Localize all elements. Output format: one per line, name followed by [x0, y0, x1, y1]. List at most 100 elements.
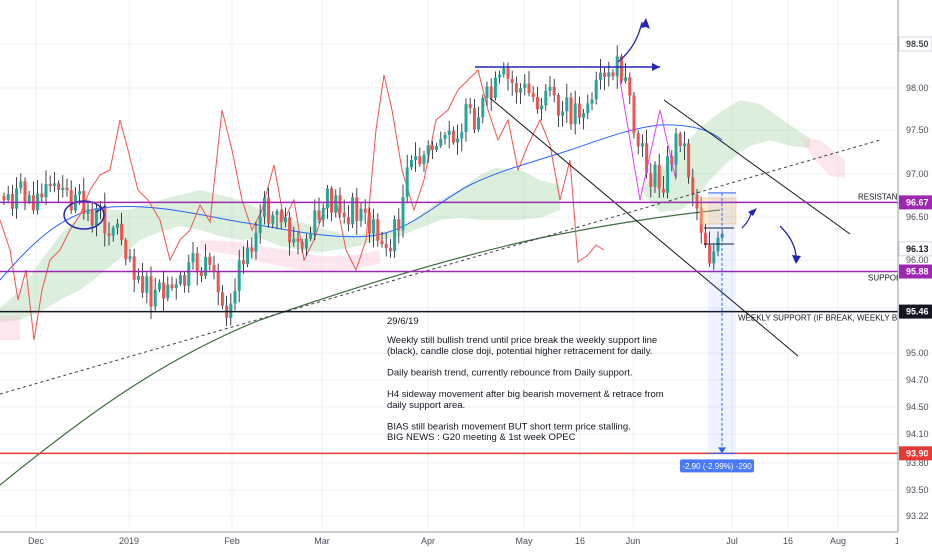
- candle: [531, 93, 535, 98]
- price-label: 95.88: [906, 267, 929, 277]
- candle: [603, 72, 607, 77]
- candle: [40, 193, 44, 198]
- candle: [351, 197, 355, 225]
- candle: [69, 190, 73, 211]
- candle: [632, 95, 636, 134]
- y-tick-label: 95.00: [906, 348, 929, 358]
- candle: [157, 282, 161, 290]
- candle: [422, 154, 426, 165]
- y-tick-label: 97.00: [906, 169, 929, 179]
- candle: [573, 103, 577, 125]
- y-tick-label: 96.00: [906, 255, 929, 265]
- candle: [153, 289, 157, 307]
- candle: [191, 253, 195, 263]
- cloud-red-area: [200, 240, 380, 272]
- candle: [367, 212, 371, 234]
- arrow-head: [640, 18, 650, 29]
- candle: [561, 111, 565, 116]
- candle: [477, 117, 481, 130]
- candle: [174, 284, 178, 289]
- pattern-zigzag: [619, 79, 677, 201]
- candle: [397, 219, 401, 231]
- candle: [506, 68, 510, 79]
- x-tick-label: Aug: [830, 536, 846, 546]
- candle: [523, 83, 527, 89]
- y-tick-label: 94.50: [906, 402, 929, 412]
- price-label: 96.13: [906, 244, 929, 254]
- channel-line-lower: [489, 97, 799, 357]
- candle: [489, 86, 493, 98]
- candle: [136, 275, 140, 280]
- candle: [86, 209, 90, 214]
- arrow-head: [792, 255, 801, 264]
- annotation-line: H4 sideway movement after big bearish mo…: [387, 389, 664, 400]
- cloud-red-area: [800, 138, 845, 178]
- annotation-line: BIAS still bearish movement BUT short te…: [387, 421, 631, 432]
- candle: [577, 103, 581, 118]
- candle: [708, 245, 712, 264]
- candle: [569, 97, 573, 125]
- candle: [666, 156, 670, 193]
- candle: [611, 72, 615, 77]
- candle: [590, 99, 594, 104]
- horizontal-line-label: SUPPORT: [868, 274, 907, 283]
- candle: [141, 275, 145, 293]
- candle: [674, 133, 678, 165]
- candle: [220, 292, 224, 306]
- y-tick-label: 98.00: [906, 83, 929, 93]
- price-label-box: [899, 446, 932, 461]
- price-label-box: [898, 241, 932, 257]
- circle-tail: [95, 205, 107, 213]
- candle: [246, 247, 250, 265]
- candle: [439, 138, 443, 146]
- x-tick-label: 2019: [119, 536, 139, 546]
- candle: [703, 232, 707, 246]
- candle: [208, 256, 212, 265]
- candle: [241, 260, 245, 265]
- candle: [640, 143, 644, 147]
- candle: [624, 77, 628, 82]
- candle: [598, 72, 602, 80]
- annotation-line: BIG NEWS : G20 meeting & 1st week OPEC: [387, 432, 576, 443]
- candle: [115, 223, 119, 228]
- x-tick-label: Jul: [726, 536, 738, 546]
- arrow-head: [652, 63, 660, 71]
- candle: [594, 79, 598, 100]
- candle: [346, 216, 350, 225]
- candle: [376, 219, 380, 241]
- x-tick-label: Feb: [224, 536, 240, 546]
- candle: [342, 212, 346, 217]
- candle: [275, 211, 279, 216]
- candle: [607, 72, 611, 77]
- candle: [271, 215, 275, 224]
- candle: [418, 156, 422, 165]
- annotation-line: (black), candle close doji, potential hi…: [387, 346, 652, 357]
- candle: [107, 233, 111, 236]
- candle: [78, 191, 82, 195]
- price-label: 95.46: [906, 307, 929, 317]
- candle: [128, 256, 132, 260]
- x-tick-label: 16: [575, 536, 585, 546]
- candle: [498, 74, 502, 78]
- moving-average-200: [0, 209, 721, 486]
- candle: [519, 88, 523, 93]
- x-tick-label: May: [515, 536, 533, 546]
- candle: [57, 183, 61, 190]
- candle: [283, 217, 287, 223]
- candle: [405, 167, 409, 197]
- candle: [535, 97, 539, 110]
- candle: [443, 134, 447, 139]
- candle: [691, 177, 695, 195]
- x-axis: Dec2019FebMarAprMay16JunJul16Aug19: [0, 531, 932, 546]
- candle: [582, 113, 586, 118]
- candle: [10, 193, 14, 209]
- candle: [619, 56, 623, 82]
- candle: [682, 143, 686, 147]
- candle: [145, 276, 149, 293]
- candle: [212, 264, 216, 273]
- candle: [44, 184, 48, 198]
- price-label: 96.67: [906, 197, 929, 207]
- price-label: 98.50: [906, 39, 929, 49]
